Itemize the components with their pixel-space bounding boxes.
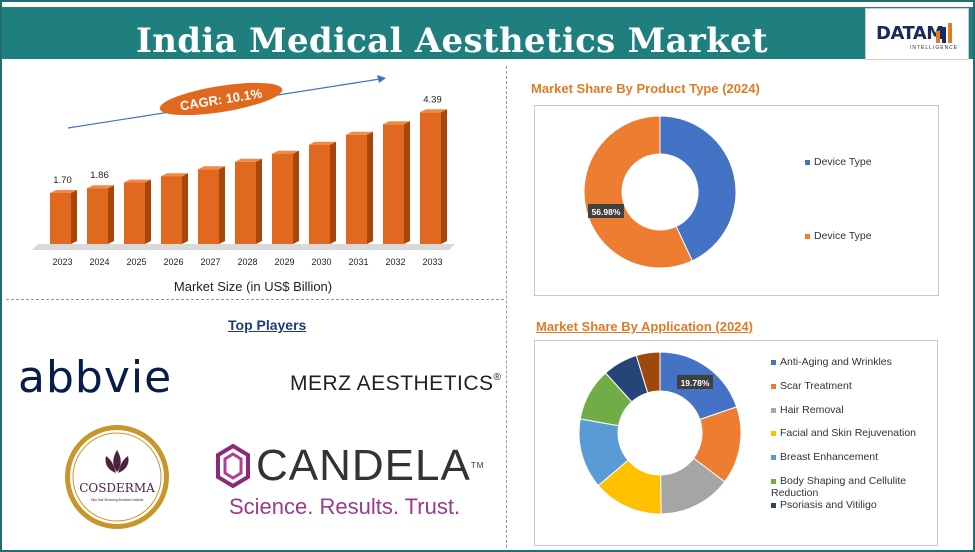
legend-swatch <box>771 383 776 389</box>
bar <box>124 179 151 244</box>
legend-label: Facial and Skin Rejuvenation <box>780 427 916 439</box>
merz-logo: MERZ AESTHETICS® <box>290 372 501 396</box>
legend-swatch <box>771 502 776 508</box>
legend-swatch <box>771 430 776 436</box>
legend-label: Scar Treatment <box>780 380 852 392</box>
bar <box>235 158 262 244</box>
bar <box>50 190 77 244</box>
legend-swatch <box>771 478 776 484</box>
x-tick-label: 2025 <box>126 257 146 267</box>
legend-label: Breast Enhancement <box>780 451 879 463</box>
page-title: India Medical Aesthetics Market <box>136 21 768 61</box>
legend-item: Anti-Aging and Wrinkles <box>771 356 936 368</box>
data-label: 4.39 <box>423 94 442 105</box>
logo-bars-icon <box>936 23 952 43</box>
legend-item: Facial and Skin Rejuvenation <box>771 427 936 439</box>
legend-swatch <box>771 454 776 460</box>
vertical-divider <box>506 66 507 548</box>
application-panel-title: Market Share By Application (2024) <box>536 319 753 334</box>
legend-swatch <box>771 359 776 365</box>
legend-label: Device Type <box>814 156 872 168</box>
chart-floor <box>32 244 455 250</box>
top-players-heading: Top Players <box>228 317 307 333</box>
donut-slice <box>583 116 693 269</box>
bar <box>198 166 225 244</box>
cosderma-subtext: Skin Hair Slimming Aesthetic Institute <box>91 498 144 502</box>
x-tick-label: 2027 <box>200 257 220 267</box>
product-panel-title: Market Share By Product Type (2024) <box>531 81 760 96</box>
bar <box>272 150 299 244</box>
x-tick-label: 2033 <box>422 257 442 267</box>
candela-logo: CANDELATM <box>256 442 484 490</box>
data-label: 1.70 <box>53 175 72 186</box>
legend-label: Device Type <box>814 230 872 242</box>
bar <box>346 131 373 244</box>
logo-text: DATAM <box>876 23 944 44</box>
legend-label: Hair Removal <box>780 404 844 416</box>
bar <box>87 185 114 244</box>
datam-logo: DATAM INTELLIGENCE <box>865 8 969 60</box>
candela-tm-mark: TM <box>470 461 485 470</box>
cosderma-logo: COSDERMA Skin Hair Slimming Aesthetic In… <box>65 425 169 529</box>
horizontal-divider <box>6 299 504 300</box>
bar-chart-xlabel: Market Size (in US$ Billion) <box>173 279 333 294</box>
x-tick-label: 2026 <box>163 257 183 267</box>
x-tick-label: 2023 <box>52 257 72 267</box>
donut-slice <box>659 116 737 262</box>
legend-item: Body Shaping and Cellulite Reduction <box>771 475 936 499</box>
legend-item: Device Type <box>805 156 872 168</box>
bar <box>309 141 336 244</box>
svg-text:56.98%: 56.98% <box>592 207 621 217</box>
product-type-donut-chart: 56.98% <box>583 116 737 269</box>
legend-label: Psoriasis and Vitiligo <box>780 499 877 511</box>
x-tick-label: 2029 <box>274 257 294 267</box>
legend-swatch <box>805 159 810 165</box>
legend-swatch <box>771 407 776 413</box>
legend-item: Hair Removal <box>771 404 936 416</box>
cosderma-name: COSDERMA <box>79 481 155 495</box>
abbvie-logo: abbvie <box>18 352 173 403</box>
x-tick-label: 2030 <box>311 257 331 267</box>
donut-slice <box>635 351 661 394</box>
slice-data-label: 56.98% <box>588 204 624 218</box>
legend-item: Scar Treatment <box>771 380 936 392</box>
svg-text:19.78%: 19.78% <box>681 378 710 388</box>
market-size-bar-chart: CAGR: 10.1% 2023 1.70 2024 1.86 2025 2026 2027 2… <box>32 75 455 267</box>
candela-logo-mark-icon <box>216 444 250 488</box>
logo-subtext: INTELLIGENCE <box>910 45 959 51</box>
legend-item: Device Type <box>805 230 872 242</box>
merz-name: MERZ AESTHETICS <box>290 372 494 395</box>
application-donut-chart: 19.78% <box>578 351 742 515</box>
merz-registered-mark: ® <box>493 372 502 383</box>
legend-swatch <box>805 233 810 239</box>
legend-item: Breast Enhancement <box>771 451 936 463</box>
legend-label: Body Shaping and Cellulite Reduction <box>771 475 907 499</box>
x-tick-label: 2031 <box>348 257 368 267</box>
x-tick-label: 2024 <box>89 257 109 267</box>
slice-data-label: 19.78% <box>677 375 713 389</box>
bar <box>161 173 188 244</box>
data-label: 1.86 <box>90 170 109 181</box>
legend-item: Psoriasis and Vitiligo <box>771 499 936 511</box>
bar <box>420 109 447 244</box>
bar <box>383 121 410 244</box>
title-bar: India Medical Aesthetics Market <box>2 7 973 61</box>
candela-name: CANDELA <box>256 441 471 490</box>
candela-tagline: Science. Results. Trust. <box>229 494 461 519</box>
x-tick-label: 2028 <box>237 257 257 267</box>
legend-label: Anti-Aging and Wrinkles <box>780 356 892 368</box>
x-tick-label: 2032 <box>385 257 405 267</box>
cagr-badge: CAGR: 10.1% <box>159 82 283 116</box>
